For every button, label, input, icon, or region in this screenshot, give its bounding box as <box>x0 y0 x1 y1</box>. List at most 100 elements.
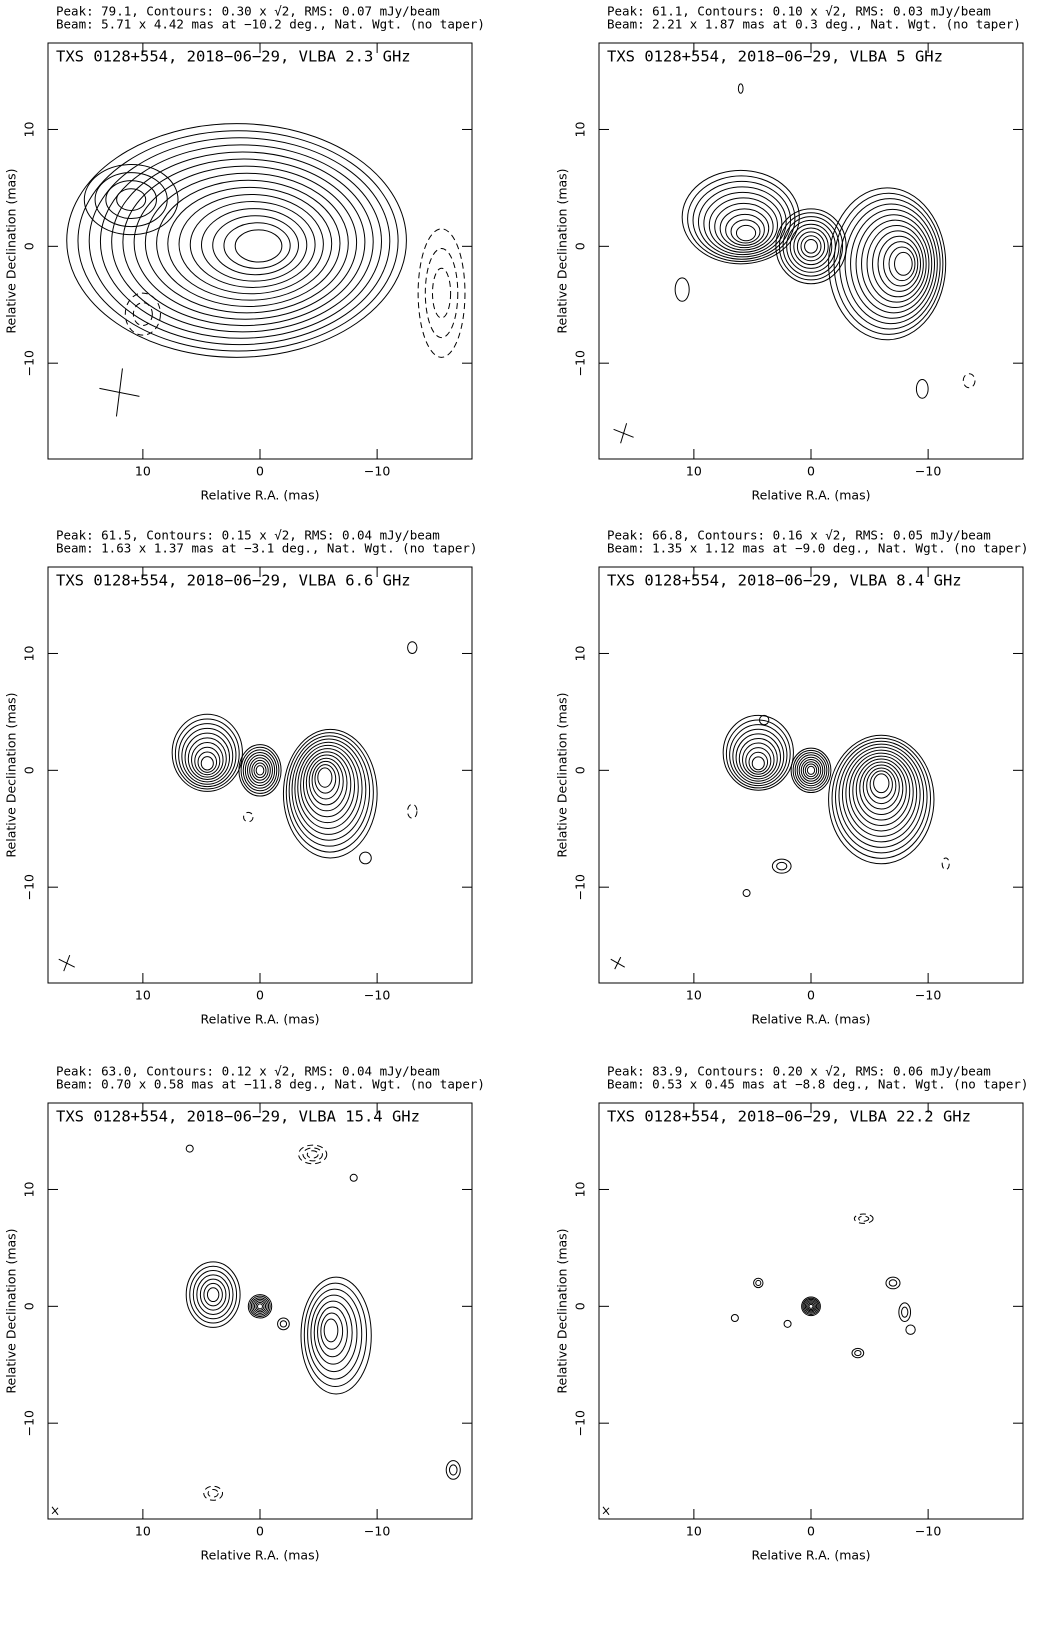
contour <box>749 752 768 772</box>
x-tick-label: −10 <box>915 464 941 479</box>
contour <box>207 1288 218 1302</box>
contour <box>78 131 398 351</box>
y-tick-label: 10 <box>573 645 588 661</box>
contours <box>172 642 417 864</box>
contour <box>899 1303 911 1322</box>
contours <box>67 124 465 358</box>
y-tick-label: 0 <box>573 1302 588 1310</box>
map-header: Beam: 0.53 x 0.45 mas at −8.8 deg., Nat.… <box>607 1077 1028 1092</box>
map-title: TXS 0128+554, 2018−06−29, VLBA 22.2 GHz <box>607 1108 971 1126</box>
contour <box>795 753 827 788</box>
contours <box>186 1145 460 1500</box>
contour <box>241 747 279 793</box>
frame <box>48 43 472 459</box>
contour <box>738 84 743 93</box>
contour <box>204 1283 222 1305</box>
x-tick-label: 0 <box>807 464 815 479</box>
contour <box>860 762 903 815</box>
y-axis-label: Relative Declination (mas) <box>4 692 19 857</box>
contour <box>839 744 924 847</box>
contour <box>942 858 949 870</box>
contour <box>779 213 842 280</box>
contour <box>193 1271 233 1319</box>
contour <box>301 1277 371 1394</box>
contour <box>350 1174 357 1181</box>
panel: Peak: 66.8, Contours: 0.16 x √2, RMS: 0.… <box>555 528 1029 1027</box>
contour <box>186 1145 193 1152</box>
panel: Peak: 61.5, Contours: 0.15 x √2, RMS: 0.… <box>4 528 478 1027</box>
contour <box>731 1315 738 1322</box>
contour <box>829 735 934 864</box>
x-tick-label: 0 <box>807 988 815 1003</box>
contour <box>739 738 777 778</box>
contour <box>855 1351 861 1356</box>
frame <box>599 43 1023 459</box>
contour <box>324 1319 338 1342</box>
map-header: Beam: 2.21 x 1.87 mas at 0.3 deg., Nat. … <box>607 17 1021 32</box>
contour <box>752 757 764 770</box>
contour <box>793 750 829 790</box>
contour <box>902 1307 908 1317</box>
contour <box>963 374 975 388</box>
contour <box>801 236 821 257</box>
contour <box>408 804 417 818</box>
contour <box>743 890 750 897</box>
contour <box>754 1278 763 1287</box>
contour <box>829 188 946 340</box>
map-title: TXS 0128+554, 2018−06−29, VLBA 8.4 GHz <box>607 572 962 590</box>
x-axis-label: Relative R.A. (mas) <box>201 488 320 503</box>
y-tick-label: 0 <box>573 766 588 774</box>
contour <box>784 1320 791 1327</box>
x-tick-label: 10 <box>686 988 702 1003</box>
contour <box>777 862 787 870</box>
contour <box>244 812 253 821</box>
x-axis-label: Relative R.A. (mas) <box>752 1012 871 1027</box>
x-tick-label: −10 <box>364 464 390 479</box>
contours <box>723 715 949 896</box>
contour <box>408 642 417 654</box>
y-tick-label: −10 <box>573 874 588 900</box>
contour <box>303 1148 322 1161</box>
contour <box>204 1486 223 1500</box>
contour <box>853 756 910 825</box>
contour <box>733 729 784 783</box>
contour <box>201 757 213 770</box>
contour <box>123 159 365 326</box>
y-tick-label: 0 <box>22 766 37 774</box>
panel: Peak: 79.1, Contours: 0.30 x √2, RMS: 0.… <box>4 4 485 503</box>
contour <box>799 757 823 783</box>
y-tick-label: −10 <box>573 350 588 376</box>
contour <box>794 228 828 265</box>
contour <box>807 766 814 774</box>
x-tick-label: −10 <box>364 988 390 1003</box>
map-title: TXS 0128+554, 2018−06−29, VLBA 2.3 GHz <box>56 48 411 66</box>
contour <box>895 252 913 275</box>
y-axis-label: Relative Declination (mas) <box>555 168 570 333</box>
y-tick-label: 10 <box>22 121 37 137</box>
contour <box>188 738 226 780</box>
panel: Peak: 83.9, Contours: 0.20 x √2, RMS: 0.… <box>555 1064 1029 1563</box>
contour <box>280 1321 286 1327</box>
contour <box>809 1304 813 1308</box>
y-tick-label: 0 <box>573 242 588 250</box>
x-tick-label: −10 <box>364 1524 390 1539</box>
y-tick-label: −10 <box>22 874 37 900</box>
y-axis-label: Relative Declination (mas) <box>4 1228 19 1393</box>
beam <box>621 423 627 443</box>
contours <box>731 1214 915 1358</box>
contour <box>790 224 832 268</box>
x-tick-label: 10 <box>686 464 702 479</box>
map-title: TXS 0128+554, 2018−06−29, VLBA 6.6 GHz <box>56 572 411 590</box>
contour <box>278 1318 290 1330</box>
contour <box>84 165 178 235</box>
contour <box>318 768 332 787</box>
contour <box>675 278 689 301</box>
y-tick-label: −10 <box>573 1410 588 1436</box>
contour <box>446 1461 460 1480</box>
x-axis-label: Relative R.A. (mas) <box>752 1548 871 1563</box>
contour <box>878 236 921 291</box>
panel: Peak: 63.0, Contours: 0.12 x √2, RMS: 0.… <box>4 1064 485 1563</box>
contour <box>709 198 777 252</box>
frame <box>48 1103 472 1519</box>
x-tick-label: 10 <box>135 464 151 479</box>
